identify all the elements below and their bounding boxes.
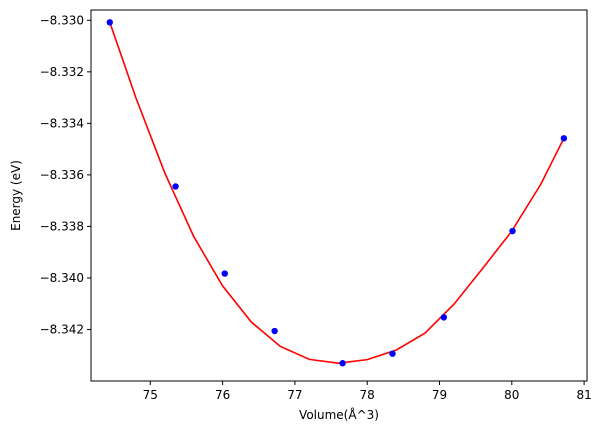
y-tick-label: −8.334 xyxy=(40,116,84,130)
data-point xyxy=(106,19,113,26)
y-tick-label: −8.332 xyxy=(40,65,84,79)
data-point xyxy=(221,270,228,277)
x-tick-label: 76 xyxy=(215,388,230,402)
fit-curve-line xyxy=(109,22,565,365)
x-tick-label: 75 xyxy=(143,388,158,402)
plot-area xyxy=(106,19,568,367)
y-tick-label: −8.338 xyxy=(40,219,84,233)
y-tick-label: −8.336 xyxy=(40,168,84,182)
axes-frame xyxy=(90,9,588,382)
data-point xyxy=(560,135,568,142)
x-tick-label: 77 xyxy=(287,388,302,402)
y-axis: −8.342 −8.340 −8.338 −8.336 −8.334 −8.332 −8.3… xyxy=(40,13,91,336)
y-tick-label: −8.340 xyxy=(40,271,84,285)
x-tick-label: 81 xyxy=(576,388,591,402)
data-point xyxy=(339,360,346,367)
x-axis: 75 76 77 78 79 80 81 xyxy=(143,381,592,402)
y-tick-label: −8.330 xyxy=(40,13,84,27)
data-point xyxy=(389,350,396,357)
data-point xyxy=(271,327,278,335)
x-tick-label: 79 xyxy=(432,388,447,402)
data-point xyxy=(172,183,179,190)
y-tick-label: −8.342 xyxy=(40,322,84,336)
x-axis-label: Volume(Å^3) xyxy=(299,407,379,422)
data-point xyxy=(509,227,516,235)
data-point xyxy=(440,314,448,321)
x-tick-label: 80 xyxy=(504,388,519,402)
x-tick-label: 78 xyxy=(360,388,375,402)
y-axis-label: Energy (eV) xyxy=(9,160,23,231)
